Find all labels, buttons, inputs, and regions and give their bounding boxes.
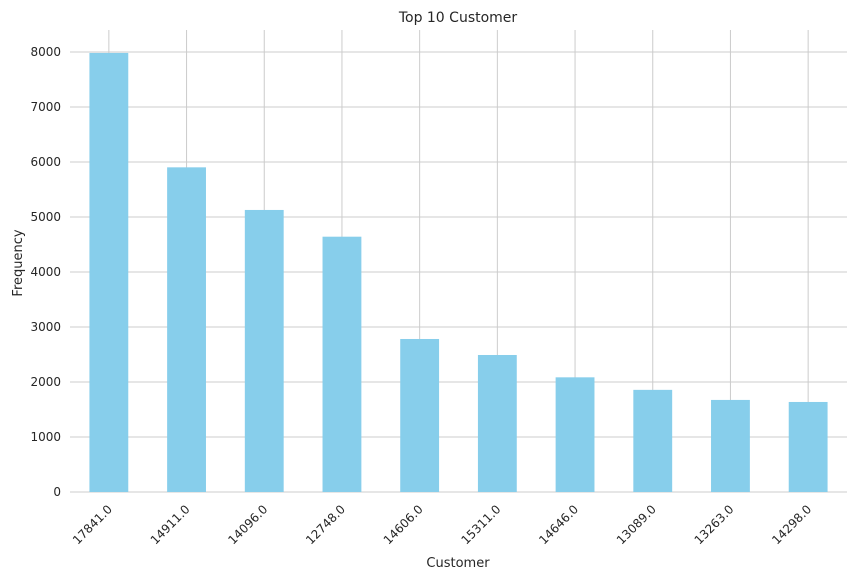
y-tick-label: 5000 — [30, 210, 61, 224]
x-tick-label: 14298.0 — [769, 502, 814, 547]
x-axis-ticks: 17841.0 14911.0 14096.0 12748.0 14606.0 15311… — [70, 502, 814, 547]
x-tick-label: 14911.0 — [148, 502, 193, 547]
bar — [400, 338, 440, 492]
bar — [555, 377, 595, 492]
y-axis-ticks: 0 1000 2000 3000 4000 5000 6000 7000 8000 — [30, 45, 61, 499]
bar — [322, 236, 362, 492]
x-tick-label: 14646.0 — [536, 502, 581, 547]
x-tick-label: 14606.0 — [381, 502, 426, 547]
y-tick-label: 0 — [53, 485, 61, 499]
y-tick-label: 1000 — [30, 430, 61, 444]
x-tick-label: 15311.0 — [458, 502, 503, 547]
x-axis-label: Customer — [426, 556, 490, 571]
chart-title: Top 10 Customer — [398, 10, 518, 26]
x-tick-label: 17841.0 — [70, 502, 115, 547]
y-tick-label: 6000 — [30, 155, 61, 169]
bar — [711, 399, 750, 492]
bar — [477, 354, 517, 492]
bar — [788, 401, 828, 492]
y-tick-label: 3000 — [30, 320, 61, 334]
y-tick-label: 7000 — [30, 100, 61, 114]
bars — [89, 52, 828, 493]
bar — [244, 209, 284, 492]
y-tick-label: 2000 — [30, 375, 61, 389]
x-tick-label: 14096.0 — [225, 502, 270, 547]
bar — [633, 389, 673, 492]
bar — [89, 52, 129, 493]
y-tick-label: 4000 — [30, 265, 61, 279]
x-tick-label: 13263.0 — [692, 502, 737, 547]
y-axis-label: Frequency — [11, 229, 26, 296]
x-tick-label: 13089.0 — [614, 502, 659, 547]
x-tick-label: 12748.0 — [303, 502, 348, 547]
bar — [167, 167, 206, 492]
y-tick-label: 8000 — [30, 45, 61, 59]
